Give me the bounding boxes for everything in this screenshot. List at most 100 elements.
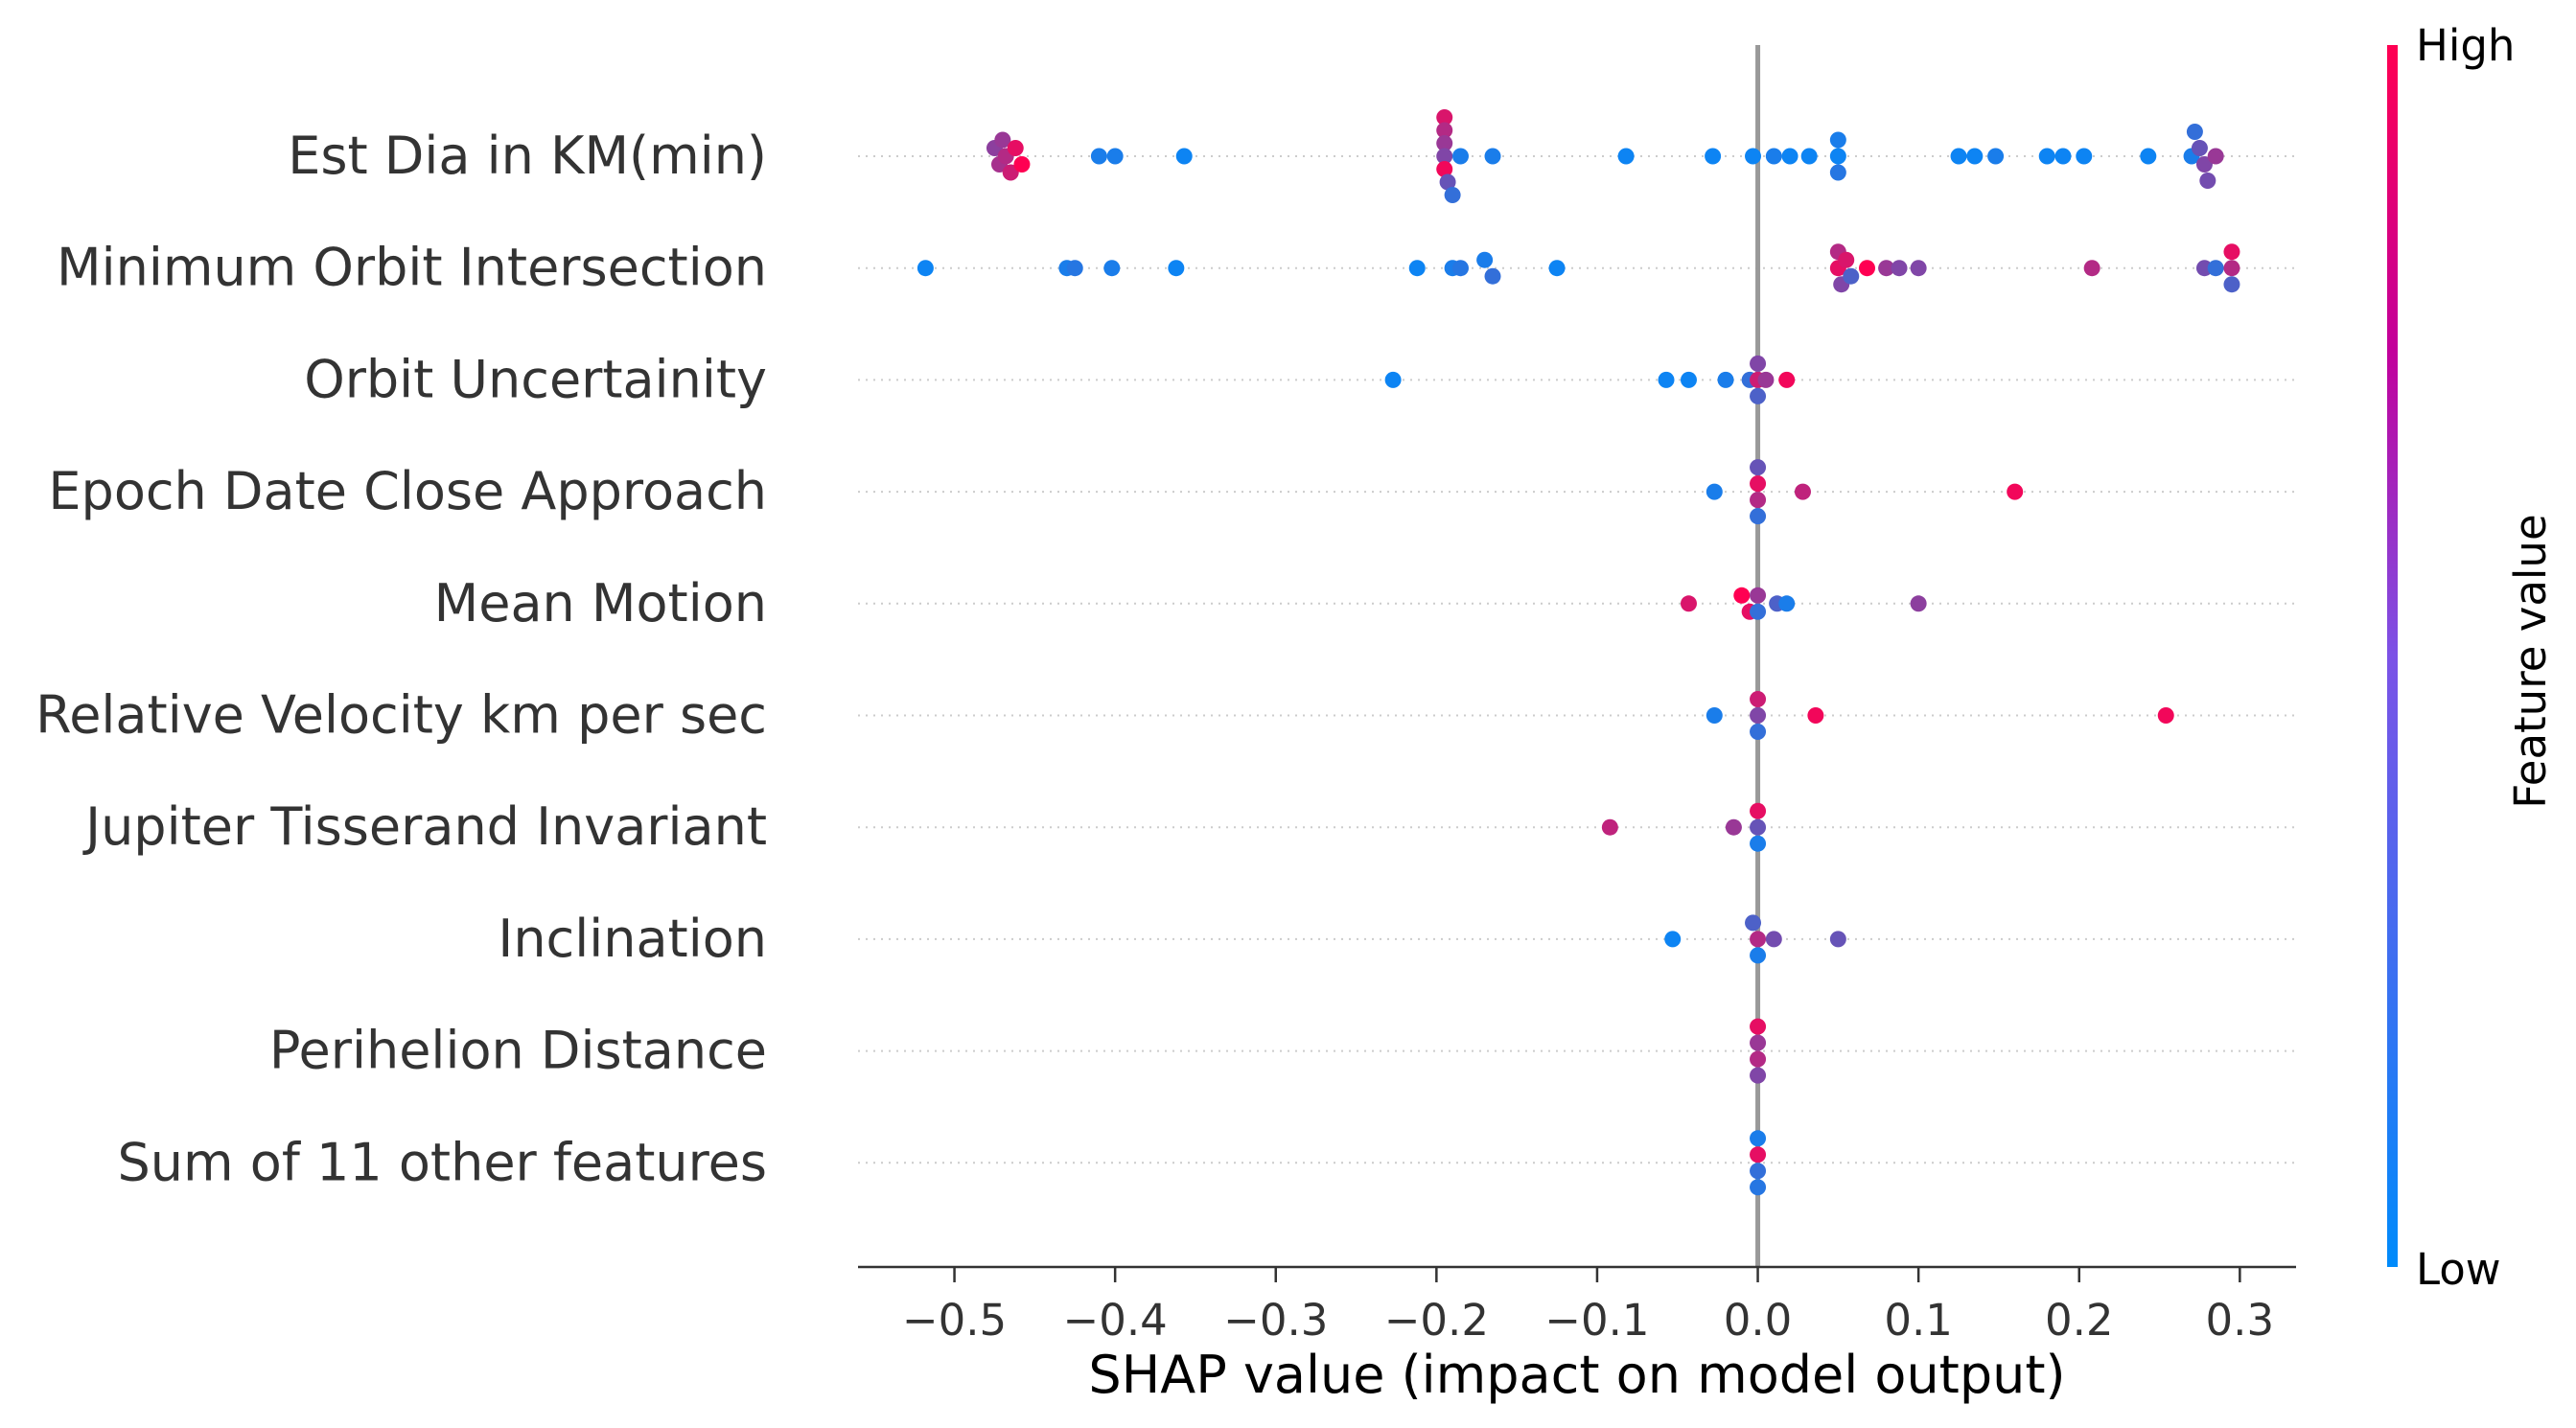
shap-point (1750, 459, 1767, 476)
shap-point (1750, 724, 1767, 740)
x-tick-label: −0.3 (1223, 1295, 1328, 1346)
shap-point (1750, 1179, 1767, 1196)
shap-point (1750, 1130, 1767, 1147)
shap-point (1750, 931, 1767, 948)
shap-point (1002, 164, 1019, 181)
shap-point (1484, 148, 1501, 165)
shap-point (2207, 260, 2224, 277)
shap-point (1439, 173, 1456, 191)
shap-point (2054, 148, 2072, 165)
colorbar (2387, 45, 2398, 1267)
x-tick-label: 0.0 (1724, 1295, 1793, 1346)
shap-point (1750, 603, 1767, 620)
shap-point (1829, 148, 1846, 165)
feature-label: Epoch Date Close Approach (48, 461, 767, 521)
shap-point (917, 260, 934, 277)
x-tick-label: 0.1 (1884, 1295, 1953, 1346)
shap-point (1436, 161, 1453, 177)
shap-point (1757, 371, 1775, 388)
x-tick-label: −0.1 (1544, 1295, 1649, 1346)
shap-point (2199, 173, 2216, 189)
feature-label: Est Dia in KM(min) (288, 126, 767, 186)
shap-point (2195, 260, 2213, 277)
shap-point (1090, 148, 1107, 165)
row-guides (858, 155, 2296, 1164)
shap-point (2207, 148, 2224, 165)
x-axis-ticks: −0.5 −0.4 −0.3 −0.2 −0.1 0.0 0.1 0.2 0.3 (902, 1267, 2274, 1346)
shap-point (1664, 931, 1682, 948)
shap-point (1175, 148, 1193, 165)
shap-point (1066, 260, 1083, 277)
colorbar-high-label: High (2416, 20, 2515, 71)
shap-point (1966, 148, 1984, 165)
colorbar-title: Feature value (2505, 514, 2556, 808)
shap-point (1444, 187, 1461, 203)
shap-point (1617, 148, 1635, 165)
shap-point (1451, 148, 1469, 165)
shap-point (1484, 267, 1501, 285)
feature-label: Jupiter Tisserand Invariant (82, 796, 767, 857)
feature-label: Sum of 11 other features (118, 1132, 767, 1192)
feature-labels: Est Dia in KM(min) Minimum Orbit Intersec… (35, 126, 767, 1192)
shap-point (1750, 707, 1767, 724)
shap-point (2076, 148, 2093, 165)
shap-point (994, 131, 1011, 149)
shap-point (2223, 260, 2240, 277)
beeswarm-points (917, 109, 2240, 1196)
x-tick-label: −0.2 (1384, 1295, 1489, 1346)
shap-point (1745, 148, 1762, 165)
shap-point (2157, 707, 2174, 724)
shap-point (1829, 164, 1846, 181)
shap-point (1436, 148, 1453, 165)
shap-point (1168, 260, 1185, 277)
shap-point (2038, 148, 2055, 165)
shap-point (1765, 148, 1782, 165)
shap-point (1680, 371, 1697, 388)
shap-point (1436, 135, 1453, 151)
shap-point (1106, 148, 1124, 165)
shap-point (1706, 483, 1723, 500)
shap-point (1750, 1146, 1767, 1163)
shap-point (1750, 508, 1767, 525)
shap-point (1910, 595, 1927, 612)
shap-point (1103, 260, 1121, 277)
shap-point (1476, 251, 1494, 268)
shap-point (1750, 355, 1767, 372)
shap-point (1878, 260, 1895, 277)
shap-point (1843, 267, 1860, 285)
shap-point (2223, 276, 2240, 293)
shap-point (1717, 371, 1734, 388)
shap-point (1548, 260, 1566, 277)
shap-point (1436, 122, 1453, 139)
shap-point (2191, 140, 2208, 156)
shap-point (1807, 707, 1824, 724)
shap-point (1781, 148, 1799, 165)
shap-point (1436, 109, 1453, 126)
x-tick-label: −0.5 (902, 1295, 1007, 1346)
shap-point (1765, 931, 1782, 948)
feature-label: Inclination (498, 909, 767, 969)
shap-point (1778, 595, 1796, 612)
shap-point (1750, 1018, 1767, 1035)
shap-point (1007, 140, 1024, 156)
shap-point (1384, 371, 1402, 388)
shap-point (2223, 243, 2240, 261)
x-tick-label: −0.4 (1063, 1295, 1168, 1346)
shap-point (1680, 595, 1697, 612)
shap-point (1829, 131, 1846, 149)
x-tick-label: 0.2 (2045, 1295, 2114, 1346)
feature-label: Relative Velocity km per sec (35, 685, 767, 746)
shap-point (1750, 587, 1767, 604)
shap-point (1725, 818, 1742, 836)
colorbar-low-label: Low (2416, 1244, 2501, 1295)
shap-point (1750, 802, 1767, 819)
shap-point (2140, 148, 2157, 165)
shap-point (1891, 260, 1908, 277)
shap-point (2083, 260, 2100, 277)
shap-point (1408, 260, 1426, 277)
shap-point (1750, 1034, 1767, 1051)
shap-point (1601, 818, 1618, 836)
shap-point (1750, 1163, 1767, 1180)
feature-label: Orbit Uncertainity (304, 349, 767, 409)
